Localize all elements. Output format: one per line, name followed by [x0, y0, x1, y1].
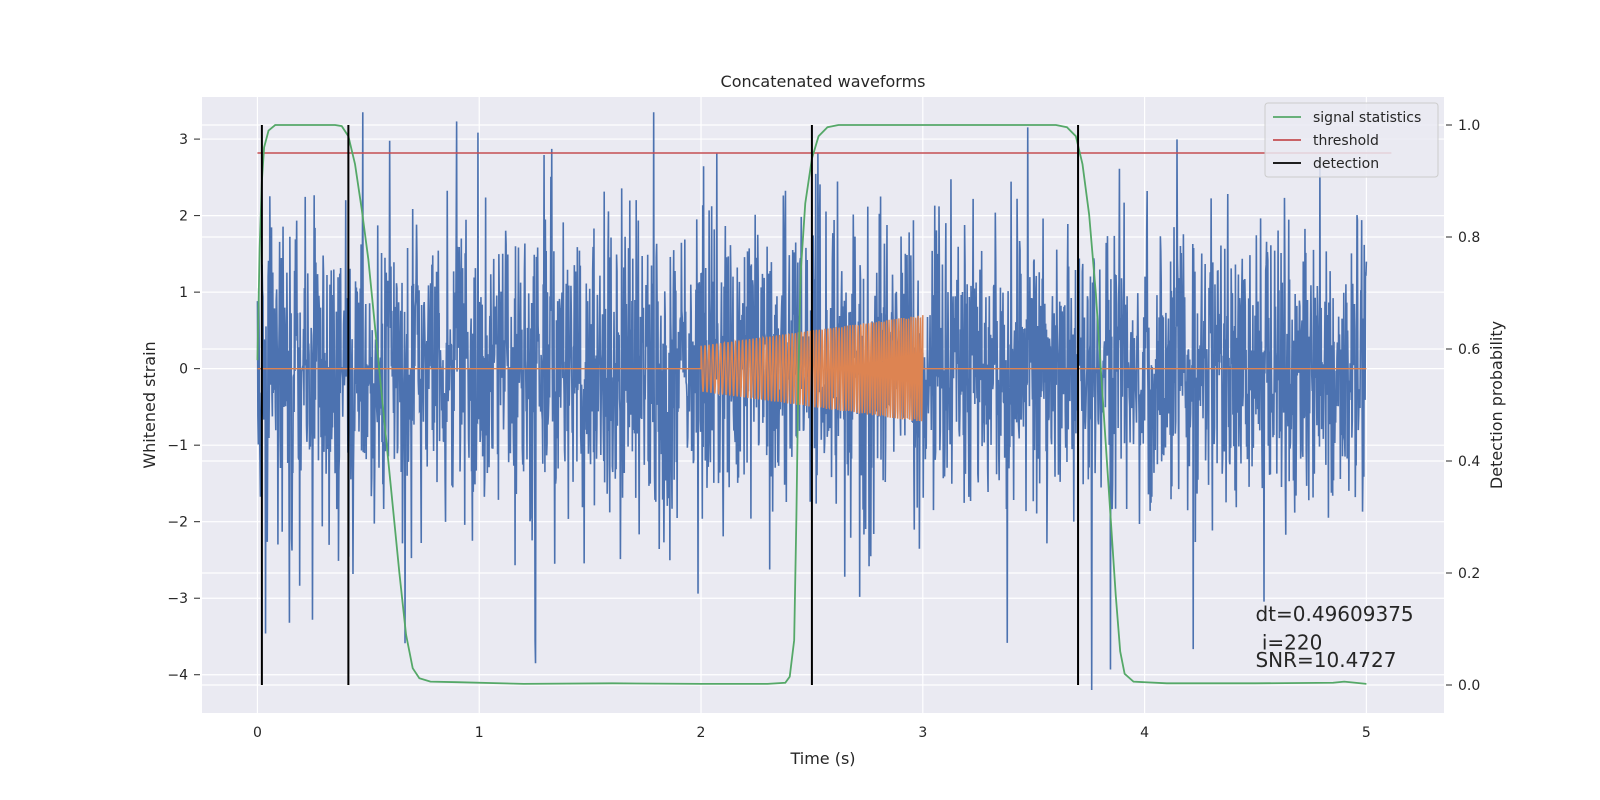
annotation-text: SNR=10.4727 [1255, 648, 1396, 672]
legend-box [1264, 102, 1439, 178]
x-tick-label: 1 [475, 725, 484, 741]
y-tick-label: 1 [179, 285, 188, 301]
y-tick-label: 0 [179, 362, 188, 378]
y2-tick-label: 0.4 [1458, 454, 1480, 470]
x-tick-label: 0 [253, 725, 262, 741]
y2-tick-label: 0.0 [1458, 678, 1480, 694]
x-tick-label: 3 [918, 725, 927, 741]
legend-label: signal statistics [1313, 110, 1421, 126]
legend-label: detection [1313, 156, 1379, 172]
x-tick-label: 2 [697, 725, 706, 741]
y-axis-label: Whitened strain [140, 341, 159, 468]
y2-tick-label: 0.2 [1458, 566, 1480, 582]
y-tick-label: −4 [167, 668, 188, 684]
y2-tick-label: 0.6 [1458, 342, 1480, 358]
x-tick-label: 4 [1140, 725, 1149, 741]
chart-title: Concatenated waveforms [721, 72, 926, 91]
x-tick-label: 5 [1362, 725, 1371, 741]
series-layer [256, 112, 1392, 691]
y-tick-label: −1 [167, 438, 188, 454]
y-tick-label: 3 [179, 132, 188, 148]
legend-label: threshold [1313, 133, 1379, 149]
annotation-text: dt=0.49609375 [1255, 602, 1413, 626]
y-tick-label: −2 [167, 515, 188, 531]
y2-tick-label: 0.8 [1458, 230, 1480, 246]
annotation-text: i=220 [1255, 630, 1322, 654]
x-axis-label: Time (s) [789, 749, 855, 768]
legend: signal statistics threshold detection [1264, 102, 1439, 178]
y2-axis-label: Detection probability [1487, 321, 1506, 489]
y2-tick-label: 1.0 [1458, 118, 1480, 134]
y-tick-label: −3 [167, 591, 188, 607]
signal-statistics-line [256, 124, 1367, 685]
axis-ticks: 0 1 2 3 4 5 −4 −3 −2 −1 0 1 2 3 0.0 0.2 0.4 0.6 0.8 1.0 [167, 118, 1480, 741]
y-tick-label: 2 [179, 209, 188, 225]
